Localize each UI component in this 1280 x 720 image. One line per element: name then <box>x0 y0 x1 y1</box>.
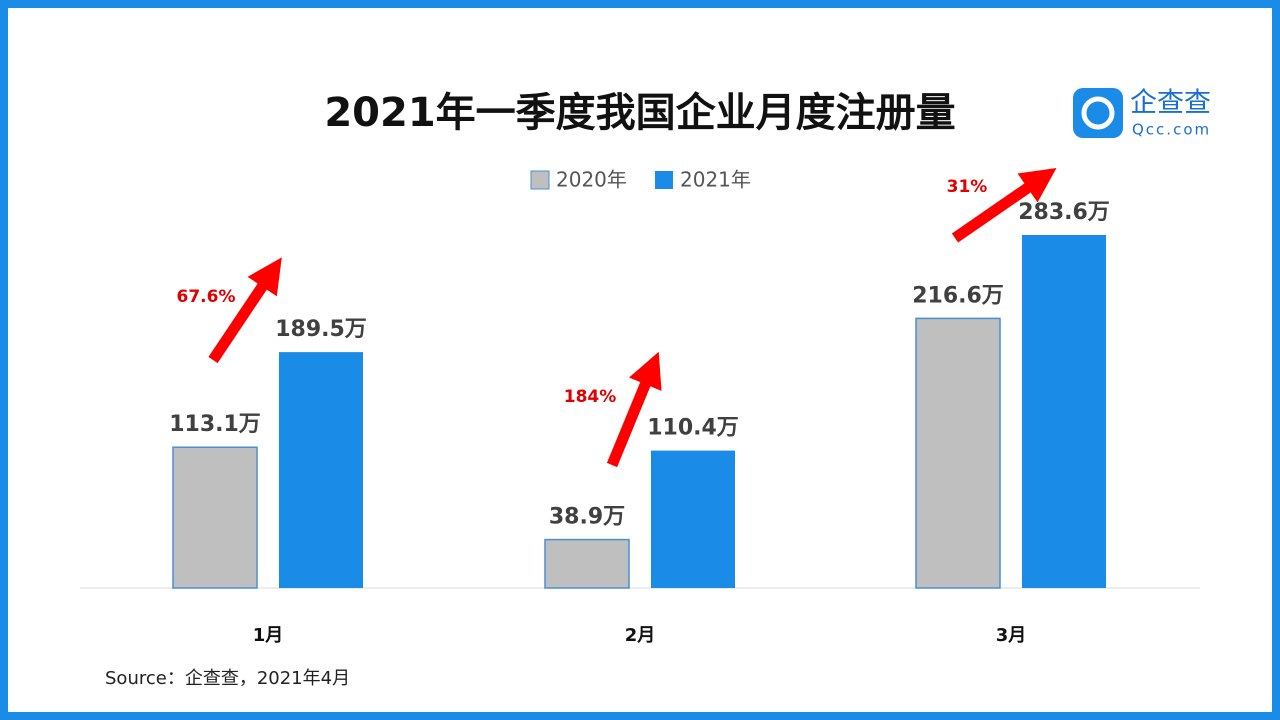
value-label: 216.6万 <box>912 283 1004 308</box>
x-tick-label: 3月 <box>996 625 1027 646</box>
bar <box>915 317 1001 589</box>
legend-swatch <box>655 171 673 189</box>
growth-label: 67.6% <box>177 287 236 307</box>
logo-name: 企查查 <box>1130 88 1211 119</box>
value-label: 189.5万 <box>275 317 367 342</box>
growth-arrow <box>606 351 662 468</box>
logo-icon-ring <box>1081 96 1115 130</box>
bar <box>651 450 735 588</box>
x-tick-label: 2月 <box>625 625 656 646</box>
legend-label: 2020年 <box>556 168 627 192</box>
value-label: 38.9万 <box>549 505 625 530</box>
bar <box>172 446 258 589</box>
bar <box>279 352 363 588</box>
source: Source：企查查，2021年4月 <box>105 668 350 689</box>
value-label: 110.4万 <box>647 416 739 441</box>
bar <box>544 538 630 589</box>
growth-label: 31% <box>947 177 988 197</box>
legend-label: 2021年 <box>680 168 751 192</box>
logo-url: Qcc.com <box>1132 121 1211 139</box>
logo-icon <box>1073 88 1123 138</box>
legend-swatch <box>530 170 550 190</box>
chart-title: 2021年一季度我国企业月度注册量 <box>324 90 955 136</box>
growth-arrow <box>951 168 1057 243</box>
growth-label: 184% <box>564 387 617 407</box>
growth-arrow <box>208 257 282 364</box>
bar <box>1022 235 1106 588</box>
x-tick-label: 1月 <box>253 625 284 646</box>
value-label: 113.1万 <box>169 412 261 437</box>
value-label: 283.6万 <box>1018 200 1110 225</box>
